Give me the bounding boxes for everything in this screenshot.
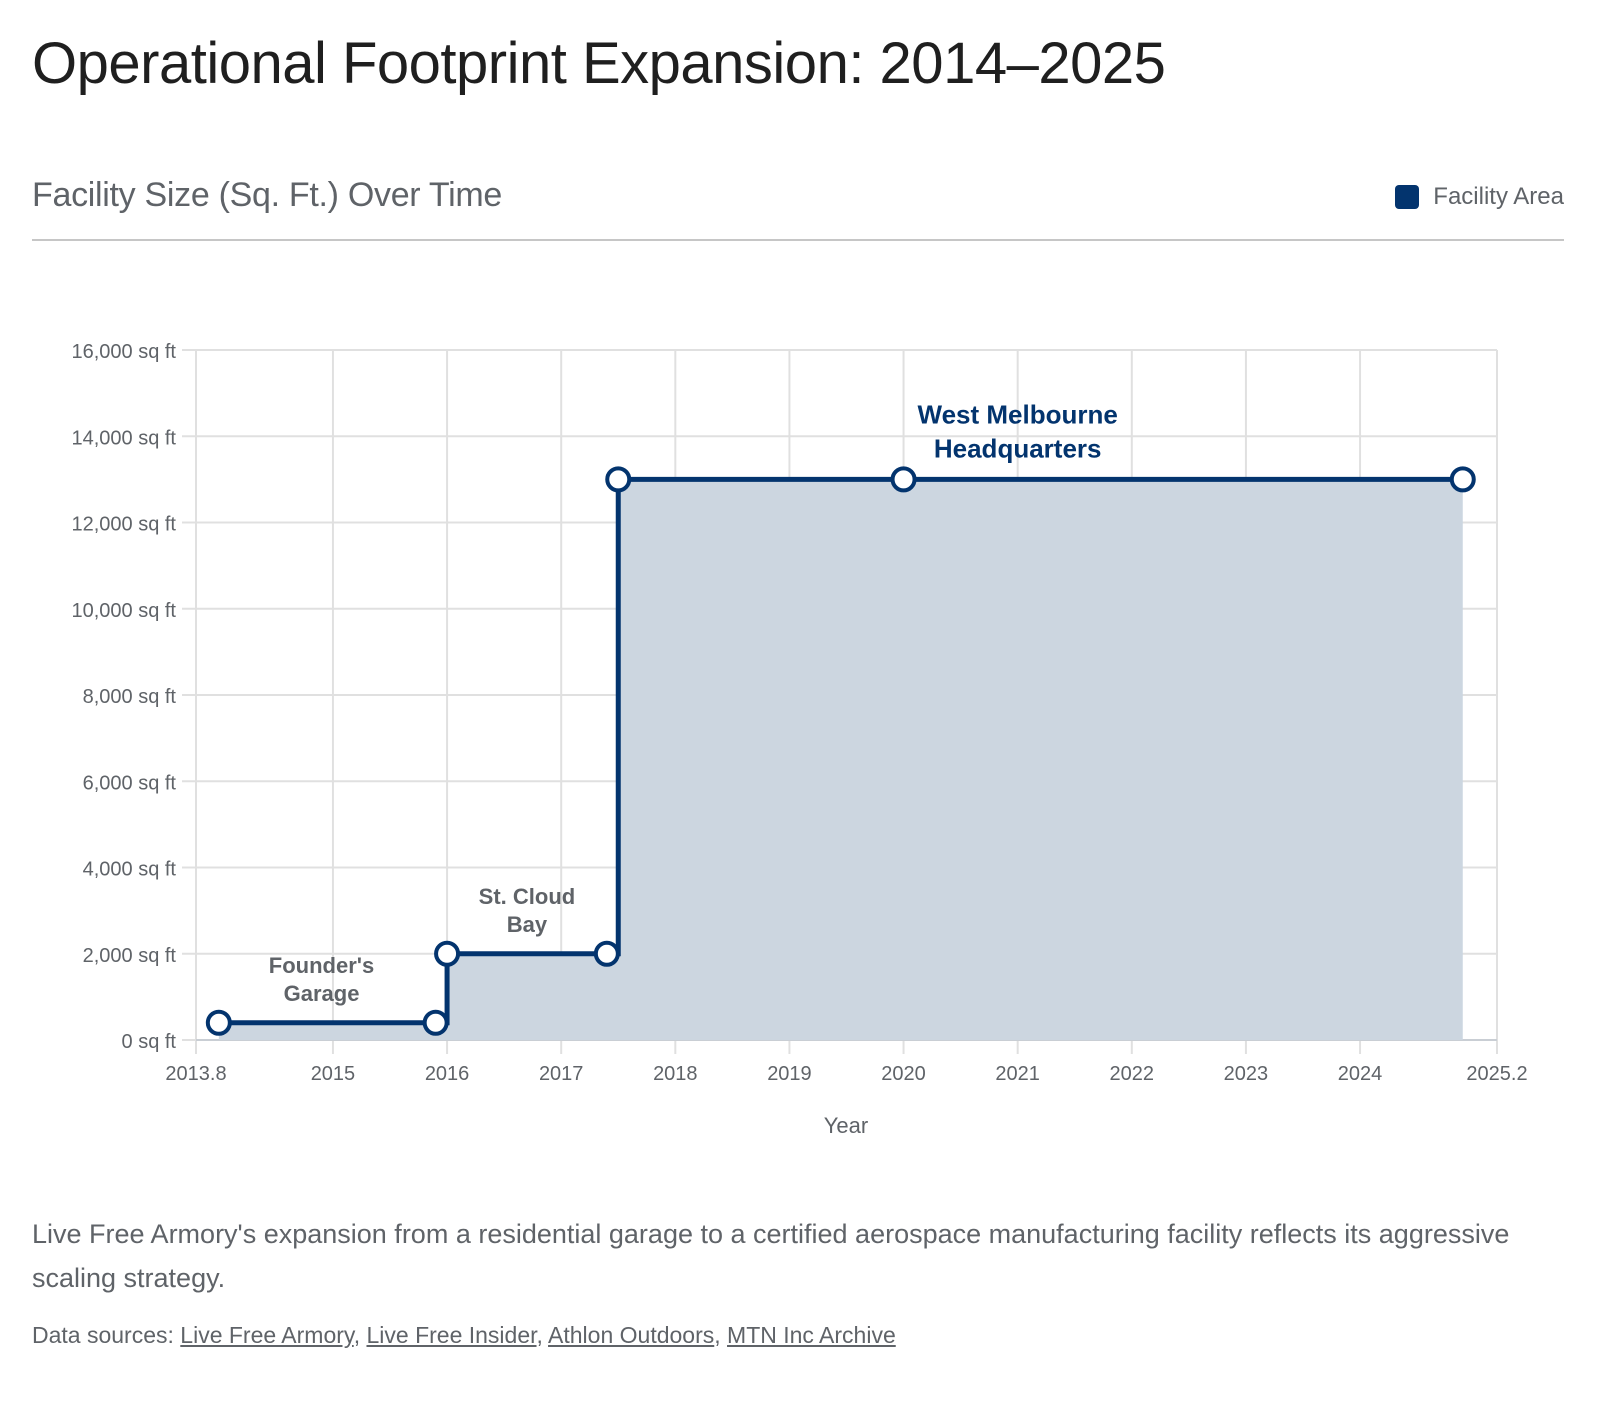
page-title: Operational Footprint Expansion: 2014–20… [32,31,1166,96]
annotation-line: Headquarters [934,433,1102,463]
data-point [890,466,917,493]
source-link-live-free-armory[interactable]: Live Free Armory [180,1322,354,1348]
x-tick-label: 2024 [1338,1063,1383,1085]
chart-subtitle: Facility Size (Sq. Ft.) Over Time [32,176,502,214]
facility-area-chart: 0 sq ft 2,000 sq ft 4,000 sq ft 6,000 sq ft… [71,341,1527,1138]
header-divider [32,239,1564,241]
y-tick-label: 4,000 sq ft [83,859,177,881]
x-tick-label: 2015 [311,1063,356,1085]
data-sources: Data sources: Live Free Armory, Live Fre… [32,1322,896,1348]
y-tick-label: 6,000 sq ft [83,772,177,794]
data-point [593,940,620,967]
annotation-line: Bay [507,912,548,937]
y-tick-label: 16,000 sq ft [71,341,176,363]
y-tick-label: 14,000 sq ft [71,427,176,449]
annotation-label: St. Cloud Bay [479,884,576,937]
source-link-athlon-outdoors[interactable]: Athlon Outdoors [548,1322,715,1348]
annotation-line: Founder's [269,953,374,978]
annotation-line: St. Cloud [479,884,576,909]
x-tick-label: 2025.2 [1466,1063,1527,1085]
area-layer [218,479,1463,1040]
annotation-label: Founder's Garage [269,953,374,1006]
data-point [434,940,461,967]
x-tick-label: 2023 [1224,1063,1269,1085]
annotation-layer: Founder's Garage St. Cloud Bay West Melbourn… [269,399,1118,1005]
annotation-label: West Melbourne Headquarters [918,399,1118,463]
x-axis-label: Year [824,1113,868,1138]
annotation-line: Garage [284,981,360,1006]
y-tick-label: 12,000 sq ft [71,514,176,536]
point-layer [205,466,1476,1036]
chart-caption: Live Free Armory's expansion from a resi… [32,1219,1510,1293]
x-axis-ticks: 2013.8 2015 2016 2017 2018 2019 2020 2021 2022 20… [165,1063,1527,1085]
data-point [422,1009,449,1036]
x-tick-label: 2020 [881,1063,926,1085]
annotation-line: West Melbourne [918,399,1118,429]
x-tick-label: 2018 [653,1063,698,1085]
x-tick-label: 2013.8 [165,1063,226,1085]
sources-label: Data sources: [32,1322,174,1348]
y-tick-label: 2,000 sq ft [83,945,177,967]
x-tick-label: 2022 [1110,1063,1155,1085]
x-tick-label: 2019 [767,1063,812,1085]
legend-swatch-icon [1395,185,1420,209]
legend-label: Facility Area [1433,183,1564,210]
data-point [605,466,632,493]
chart-legend: Facility Area [1395,183,1564,211]
area-fill [218,479,1463,1040]
x-tick-label: 2017 [539,1063,584,1085]
source-link-live-free-insider[interactable]: Live Free Insider [366,1322,537,1348]
x-tick-label: 2021 [995,1063,1040,1085]
x-tick-label: 2016 [425,1063,470,1085]
source-link-mtn-inc-archive[interactable]: MTN Inc Archive [727,1322,896,1348]
y-axis-ticks: 0 sq ft 2,000 sq ft 4,000 sq ft 6,000 sq ft… [71,341,176,1053]
y-tick-label: 8,000 sq ft [83,686,177,708]
data-point [1449,466,1476,493]
data-point [205,1009,232,1036]
y-tick-label: 10,000 sq ft [71,600,176,622]
y-tick-label: 0 sq ft [122,1031,177,1053]
